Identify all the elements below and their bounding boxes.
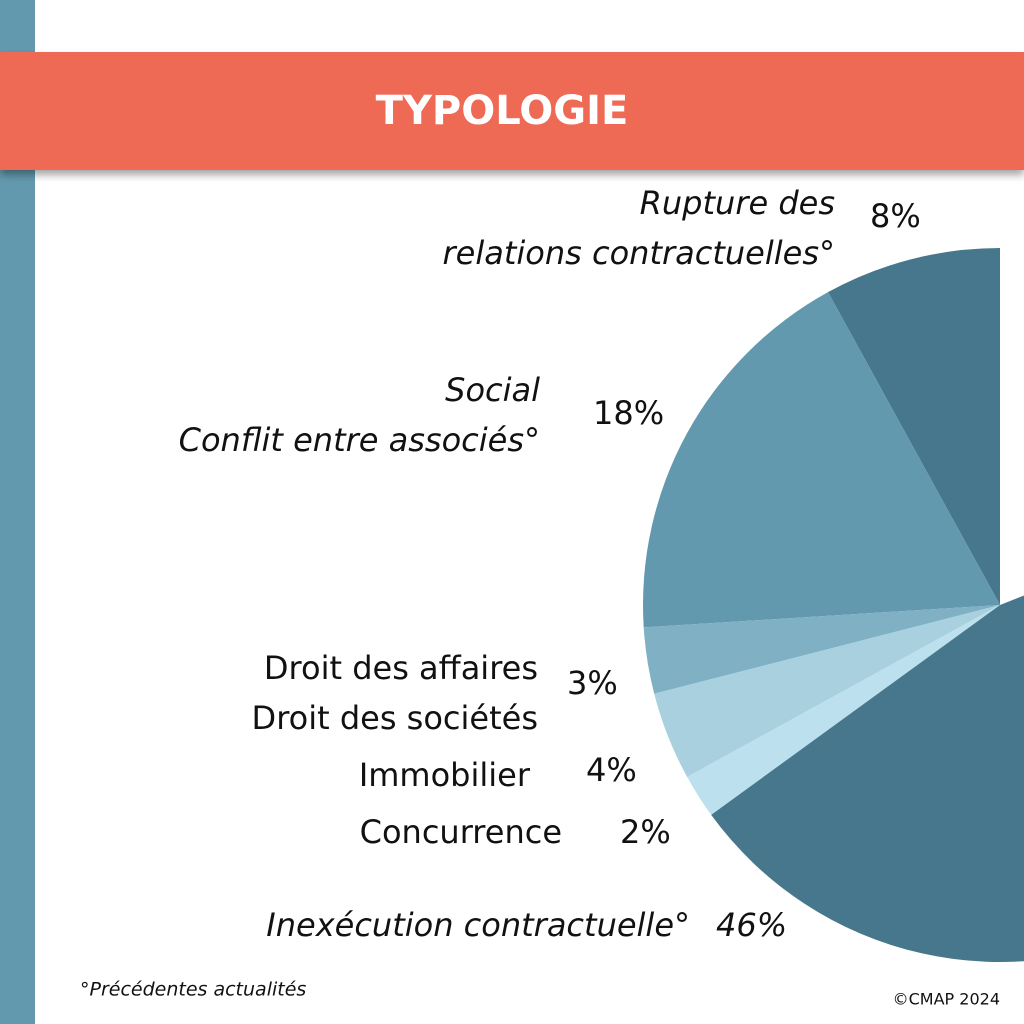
category-label: relations contractuelles° xyxy=(443,234,836,272)
category-label: Concurrence xyxy=(360,813,562,851)
category-label: Inexécution contractuelle° xyxy=(266,906,690,944)
value-label: 46% xyxy=(716,906,787,944)
category-label: Conflit entre associés° xyxy=(179,421,540,459)
side-bar xyxy=(0,0,35,1024)
footnote: °Précédentes actualités xyxy=(80,979,306,1001)
pie-slice xyxy=(828,248,1000,605)
value-label: 3% xyxy=(567,664,618,702)
value-label: 18% xyxy=(593,394,664,432)
value-label: 8% xyxy=(870,197,921,235)
category-label: Droit des affaires xyxy=(264,649,538,687)
value-label: 2% xyxy=(620,813,671,851)
category-label: Social xyxy=(445,371,540,409)
pie xyxy=(643,248,1024,962)
pie-slice xyxy=(643,292,1000,628)
category-label: Rupture des xyxy=(640,184,835,222)
category-label: Immobilier xyxy=(359,756,531,794)
pie-slice xyxy=(654,605,1000,777)
header-band xyxy=(0,52,1024,170)
pie-slice xyxy=(643,605,1000,694)
pie-slice xyxy=(711,595,1024,962)
title: TYPOLOGIE xyxy=(376,88,629,134)
value-label: 4% xyxy=(586,751,637,789)
pie-slice xyxy=(687,605,1000,815)
copyright: ©CMAP 2024 xyxy=(893,990,1000,1009)
category-label: Droit des sociétés xyxy=(252,699,538,737)
